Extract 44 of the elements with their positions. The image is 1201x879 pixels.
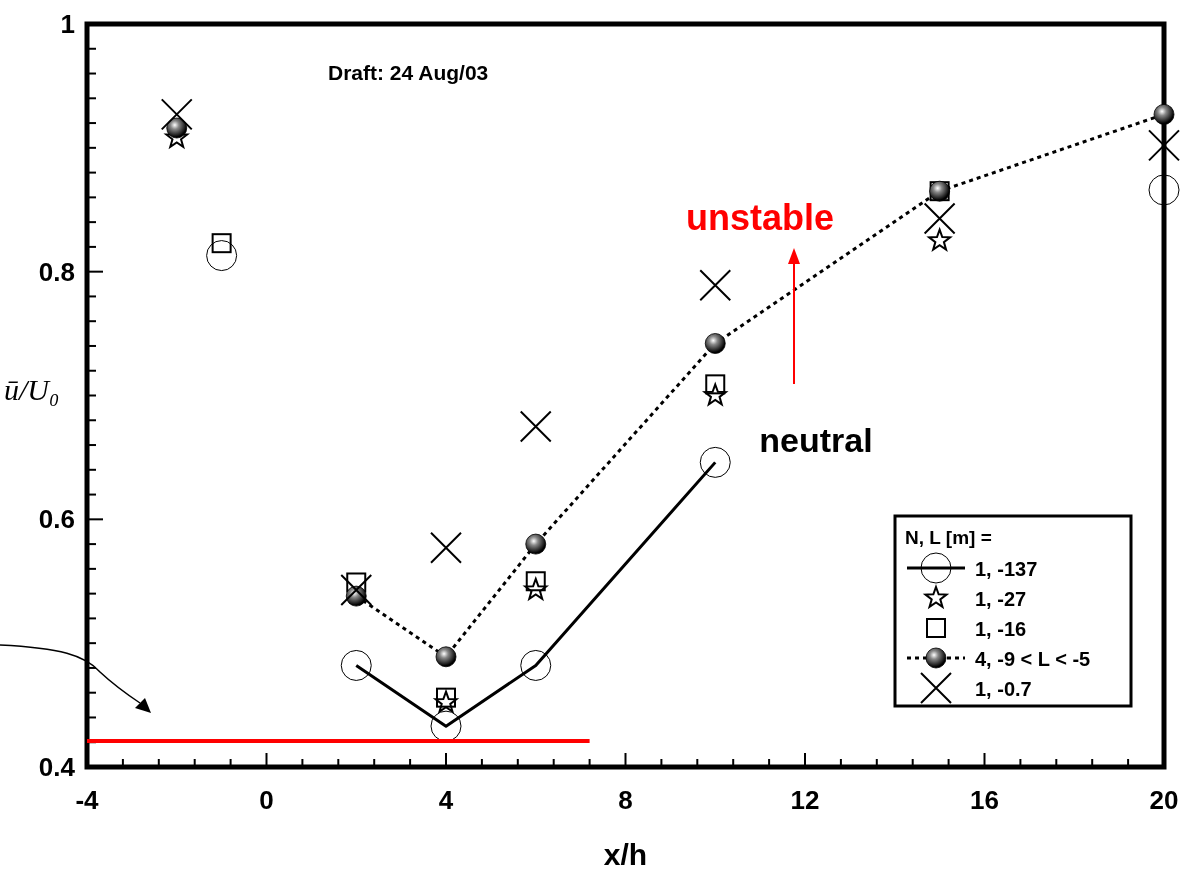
annotation: neutral [759,421,873,459]
point [211,233,232,254]
legend-label: 1, -0.7 [975,678,1032,700]
point [340,649,372,681]
point [166,117,188,139]
point [1148,174,1180,206]
point [1148,129,1180,162]
point [704,333,726,354]
y-tick-label: 1 [60,9,75,39]
point [435,646,457,668]
y-axis-title: ū/U₀ [4,373,60,406]
x-tick-label: 16 [970,785,999,815]
annotation: unstable [685,197,835,238]
point [520,649,552,681]
y-tick-label: 0.8 [38,256,75,287]
point [699,269,732,302]
legend-label: 1, -137 [975,558,1038,580]
point [346,572,367,593]
point [1153,104,1175,125]
y-tick-label: 0.6 [38,504,75,535]
point [206,240,238,272]
x-tick-label: 20 [1149,785,1179,815]
point [525,533,547,555]
legend-label: 4, -9 < L < -5 [975,648,1091,670]
x-tick-label: 8 [618,785,633,815]
point [160,98,193,131]
x-tick-label: -4 [75,785,100,815]
legend-title: N, L [m] = [905,527,992,548]
point [699,446,731,478]
legend-label: 1, -16 [975,618,1027,640]
x-tick-label: 12 [790,785,820,815]
point [923,202,956,235]
y-tick-label: 0.4 [38,752,76,782]
x-axis-title: x/h [603,838,648,871]
point [928,228,952,251]
point [703,383,727,406]
x-tick-label: 4 [438,785,454,815]
point [519,410,552,443]
annotation: Draft: 24 Aug/03 [328,61,489,84]
point [340,573,373,606]
point [524,577,548,600]
point [430,531,462,564]
x-tick-label: 0 [259,785,274,815]
legend-label: 1, -27 [975,588,1027,610]
